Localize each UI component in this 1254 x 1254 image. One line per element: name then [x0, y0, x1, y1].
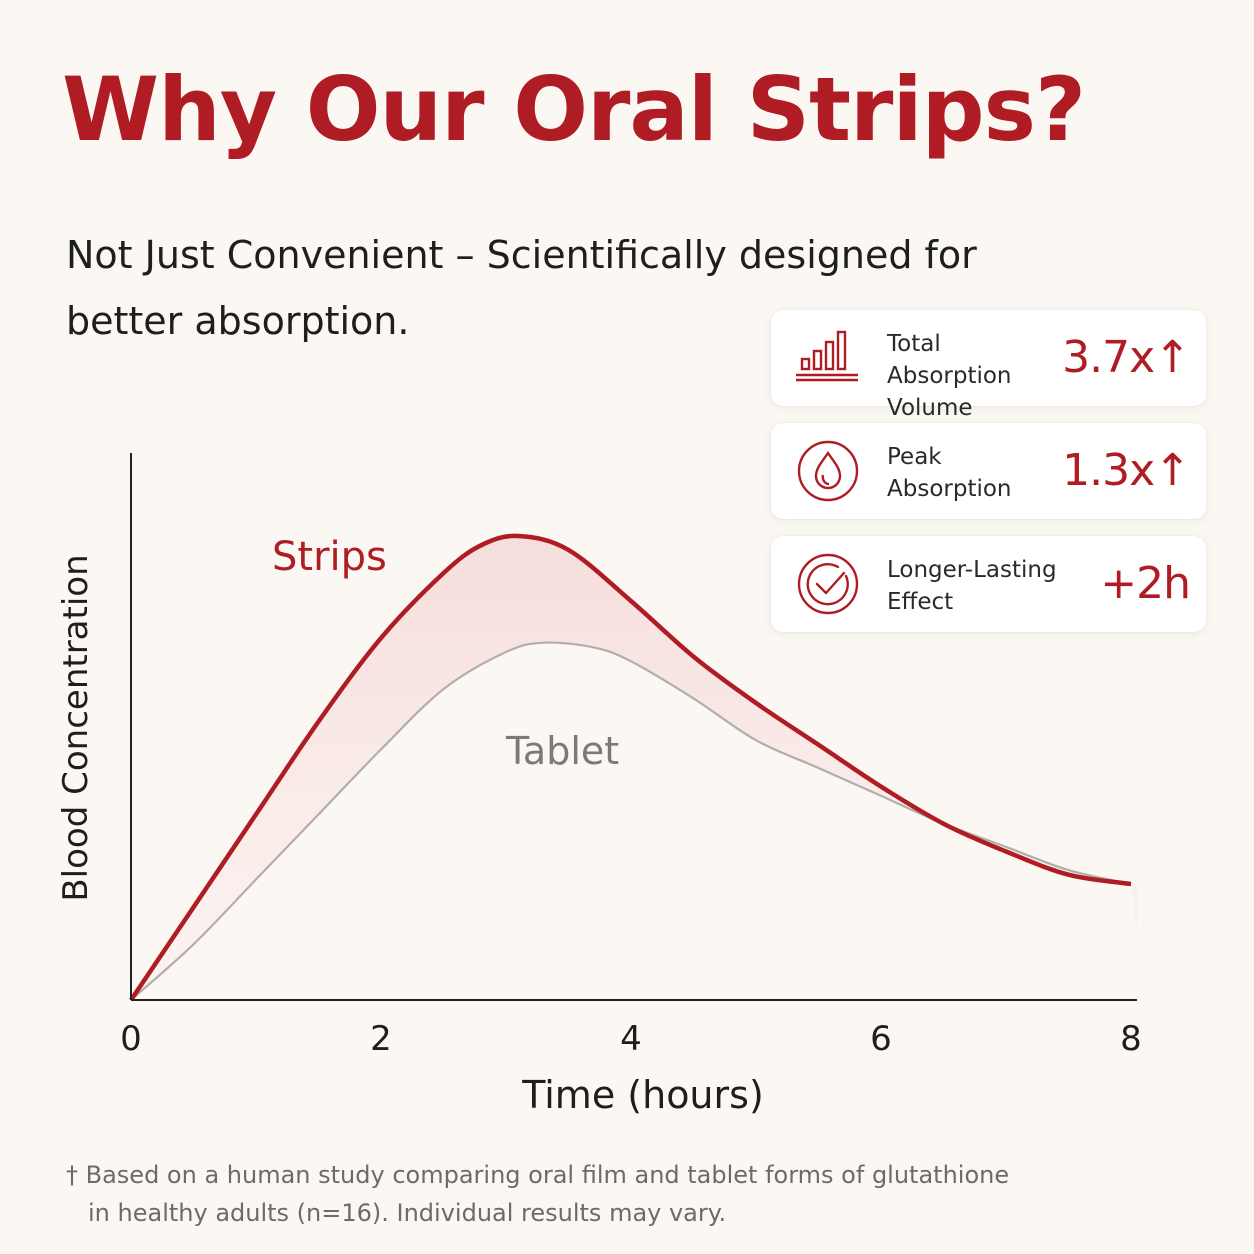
- series-line-strips: [129, 533, 1132, 1002]
- footnote-line-2: in healthy adults (n=16). Individual res…: [88, 1199, 727, 1227]
- stat-label: Peak Absorption: [887, 444, 1012, 502]
- x-tick-label: 4: [620, 1019, 642, 1059]
- x-axis-label: Time (hours): [521, 1073, 764, 1117]
- x-tick-label: 8: [1120, 1019, 1142, 1059]
- series-label-strips: Strips: [272, 534, 387, 580]
- stat-card-longer-lasting: Longer-Lasting Effect +2h: [771, 536, 1206, 632]
- page-title: Why Our Oral Strips?: [62, 58, 1086, 161]
- x-tick-label: 6: [870, 1019, 892, 1059]
- stat-value: 3.7x↑: [1062, 332, 1191, 383]
- stat-value: 1.3x↑: [1062, 445, 1191, 496]
- x-tick-label: 2: [370, 1019, 392, 1059]
- footnote: † Based on a human study comparing oral …: [66, 1156, 1066, 1232]
- stat-card-peak-absorption: Peak Absorption 1.3x↑: [771, 423, 1206, 519]
- checkmark-circle-icon: [797, 553, 859, 615]
- stat-card-total-absorption: Total Absorption Volume 3.7x↑: [771, 310, 1206, 421]
- page-subtitle: Not Just Convenient – Scientifically des…: [66, 233, 977, 343]
- footnote-line-1: † Based on a human study comparing oral …: [66, 1161, 1010, 1189]
- x-tick-label: 0: [120, 1019, 142, 1059]
- series-label-tablet: Tablet: [505, 729, 619, 773]
- x-tick-labels: 0 2 4 6 8: [120, 1019, 1142, 1059]
- stat-label: Total Absorption Volume: [887, 331, 1012, 421]
- area-between-curves: [131, 535, 1137, 1000]
- stat-value: +2h: [1100, 558, 1191, 609]
- bar-chart-icon: [796, 330, 858, 382]
- droplet-icon: [797, 440, 859, 502]
- stat-label: Longer-Lasting Effect: [887, 557, 1057, 615]
- y-axis-label: Blood Concentration: [56, 554, 96, 901]
